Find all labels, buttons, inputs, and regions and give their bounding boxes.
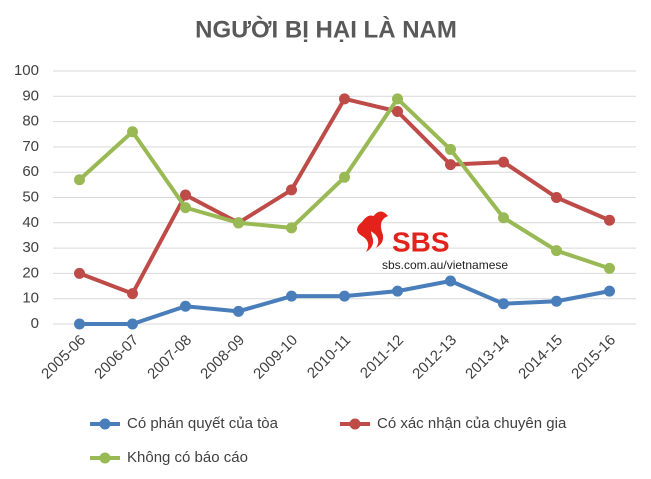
data-point (392, 93, 403, 105)
y-tick-label: 20 (22, 264, 39, 281)
data-point (498, 156, 509, 168)
data-point (286, 222, 297, 234)
legend-marker (349, 418, 361, 430)
data-point (180, 202, 191, 214)
data-point (233, 217, 244, 229)
data-point (74, 267, 85, 279)
y-tick-label: 50 (22, 188, 39, 205)
data-point (445, 275, 456, 287)
y-tick-label: 80 (22, 113, 39, 130)
legend-marker (99, 418, 111, 430)
watermark-url: sbs.com.au/vietnamese (382, 258, 508, 272)
data-point (127, 288, 138, 300)
data-point (339, 290, 350, 302)
legend-label: Không có báo cáo (127, 449, 248, 466)
y-tick-label: 60 (22, 163, 39, 180)
legend-label: Có xác nhận của chuyên gia (377, 415, 567, 432)
data-point (604, 285, 615, 297)
data-point (339, 93, 350, 105)
data-point (551, 295, 562, 307)
y-tick-label: 10 (22, 290, 39, 307)
y-tick-label: 90 (22, 87, 39, 104)
data-point (551, 192, 562, 203)
data-point (392, 285, 403, 297)
data-point (286, 184, 297, 196)
data-point (392, 105, 403, 117)
y-tick-label: 70 (22, 138, 39, 155)
data-point (604, 262, 615, 274)
data-point (127, 126, 138, 138)
data-point (180, 189, 191, 201)
y-tick-label: 100 (14, 62, 39, 79)
watermark-logo-text: SBS (392, 226, 450, 257)
data-point (127, 318, 138, 330)
legend-label: Có phán quyết của tòa (127, 415, 279, 432)
data-point (551, 245, 562, 257)
logo-mark (367, 211, 388, 248)
logo-mark (357, 215, 378, 252)
watermark-logo (357, 211, 388, 252)
data-point (445, 159, 456, 171)
data-point (339, 171, 350, 183)
chart-title: NGƯỜI BỊ HẠI LÀ NAM (195, 15, 457, 43)
data-point (233, 305, 244, 317)
data-point (604, 214, 615, 226)
data-point (445, 143, 456, 155)
data-point (180, 300, 191, 312)
data-point (286, 290, 297, 302)
data-point (74, 174, 85, 186)
data-point (74, 318, 85, 330)
legend-marker (99, 452, 111, 464)
data-point (498, 212, 509, 224)
y-tick-label: 40 (22, 214, 39, 231)
y-tick-label: 30 (22, 239, 39, 256)
grid (53, 70, 636, 325)
data-point (498, 298, 509, 310)
y-tick-label: 0 (31, 315, 39, 332)
